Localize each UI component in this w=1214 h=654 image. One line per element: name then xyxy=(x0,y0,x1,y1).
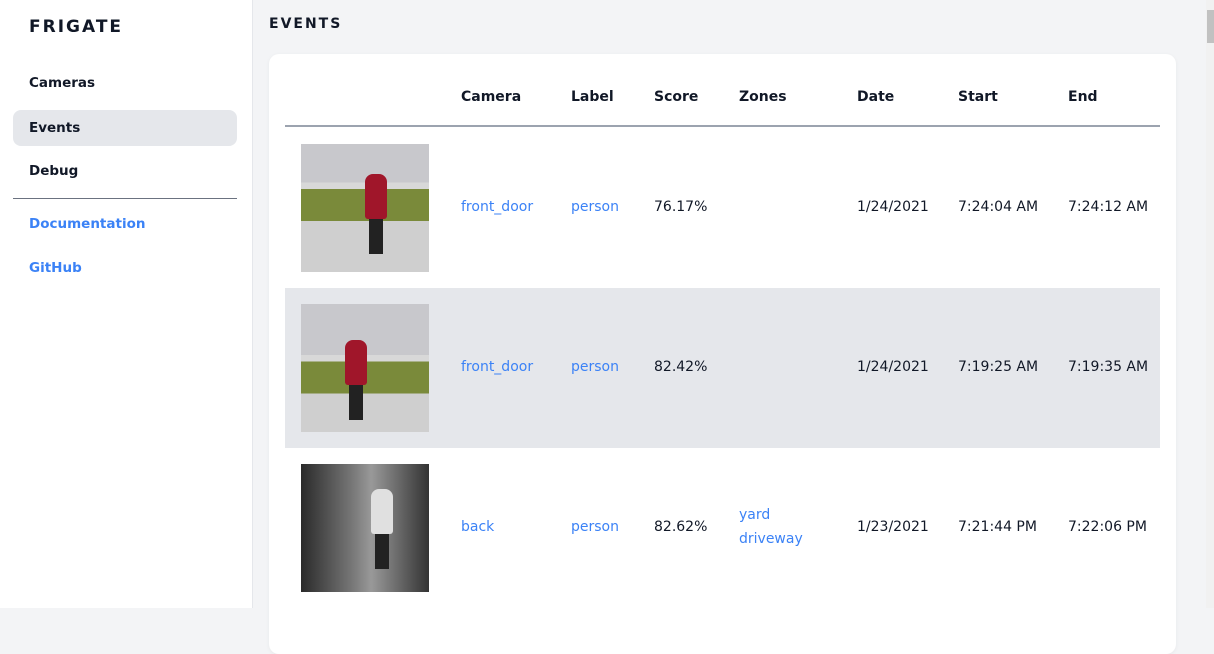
cell-start: 7:19:25 AM xyxy=(958,359,1039,375)
cell-label[interactable]: person xyxy=(571,359,619,375)
header-start: Start xyxy=(958,89,998,105)
header-camera: Camera xyxy=(461,89,522,105)
cell-date: 1/23/2021 xyxy=(857,519,929,535)
cell-label[interactable]: person xyxy=(571,199,619,215)
cell-score: 76.17% xyxy=(654,199,708,215)
sidebar-link-github[interactable]: GitHub xyxy=(29,260,82,276)
table-header: Camera Label Score Zones Date Start End xyxy=(285,54,1160,127)
cell-camera[interactable]: back xyxy=(461,519,495,535)
sidebar-item-cameras[interactable]: Cameras xyxy=(29,75,96,91)
cell-date: 1/24/2021 xyxy=(857,359,929,375)
table-row[interactable]: front_door person 82.42% 1/24/2021 7:19:… xyxy=(285,288,1160,448)
cell-end: 7:22:06 PM xyxy=(1068,519,1147,535)
event-thumbnail[interactable] xyxy=(301,144,429,272)
cell-end: 7:24:12 AM xyxy=(1068,199,1149,215)
brand-logo: FRIGATE xyxy=(29,17,124,37)
header-score: Score xyxy=(654,89,699,105)
header-date: Date xyxy=(857,89,895,105)
event-thumbnail[interactable] xyxy=(301,304,429,432)
sidebar: FRIGATE Cameras Events Debug Documentati… xyxy=(0,0,253,608)
event-thumbnail[interactable] xyxy=(301,464,429,592)
cell-end: 7:19:35 AM xyxy=(1068,359,1149,375)
cell-zone[interactable]: driveway xyxy=(739,531,803,547)
sidebar-item-events[interactable]: Events xyxy=(13,110,237,146)
cell-score: 82.62% xyxy=(654,519,708,535)
cell-date: 1/24/2021 xyxy=(857,199,929,215)
sidebar-link-documentation[interactable]: Documentation xyxy=(29,216,146,232)
header-zones: Zones xyxy=(739,89,787,105)
scrollbar-thumb[interactable] xyxy=(1207,10,1214,43)
cell-start: 7:24:04 AM xyxy=(958,199,1039,215)
cell-label[interactable]: person xyxy=(571,519,619,535)
table-row[interactable]: front_door person 76.17% 1/24/2021 7:24:… xyxy=(285,128,1160,288)
sidebar-item-debug[interactable]: Debug xyxy=(29,163,79,179)
table-row[interactable]: back person 82.62% yard driveway 1/23/20… xyxy=(285,448,1160,608)
header-label: Label xyxy=(571,89,614,105)
cell-camera[interactable]: front_door xyxy=(461,359,534,375)
header-end: End xyxy=(1068,89,1098,105)
cell-zone[interactable]: yard xyxy=(739,507,771,523)
sidebar-divider xyxy=(13,198,237,199)
page-title: EVENTS xyxy=(269,16,343,32)
cell-camera[interactable]: front_door xyxy=(461,199,534,215)
events-table: Camera Label Score Zones Date Start End … xyxy=(269,54,1176,654)
cell-start: 7:21:44 PM xyxy=(958,519,1037,535)
cell-score: 82.42% xyxy=(654,359,708,375)
scrollbar[interactable] xyxy=(1206,0,1214,608)
